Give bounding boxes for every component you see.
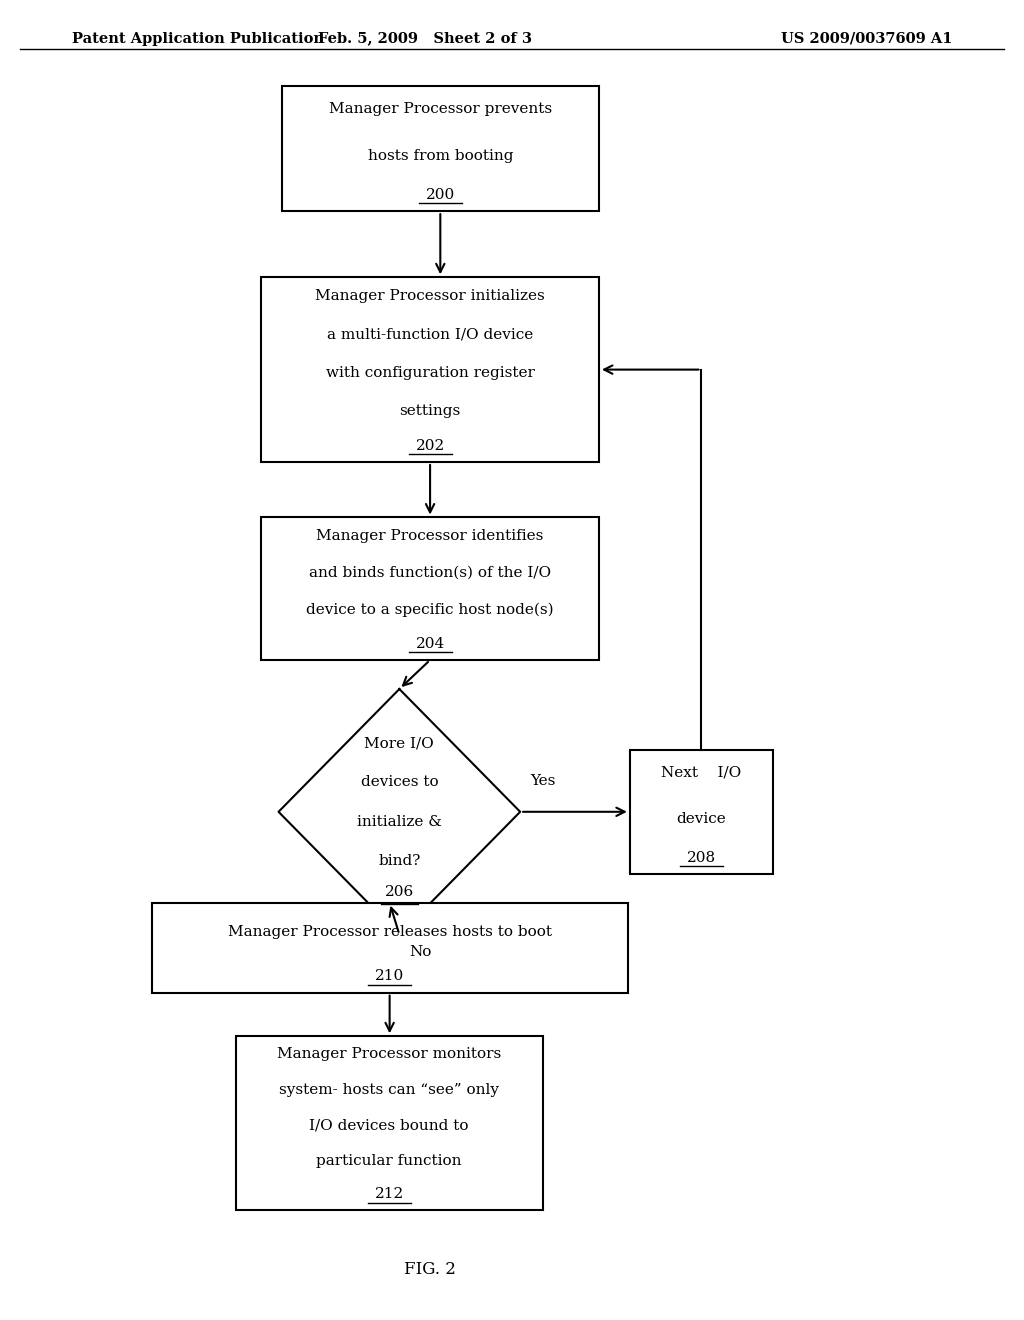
Bar xyxy=(630,750,773,874)
Text: FIG. 2: FIG. 2 xyxy=(404,1262,456,1278)
Bar xyxy=(152,903,628,993)
Text: 202: 202 xyxy=(416,438,444,453)
Text: Yes: Yes xyxy=(530,774,556,788)
Text: device to a specific host node(s): device to a specific host node(s) xyxy=(306,603,554,616)
Text: particular function: particular function xyxy=(316,1154,462,1168)
Text: Manager Processor releases hosts to boot: Manager Processor releases hosts to boot xyxy=(227,925,552,939)
Text: Manager Processor prevents: Manager Processor prevents xyxy=(329,102,552,116)
Text: More I/O: More I/O xyxy=(365,737,434,750)
Text: Patent Application Publication: Patent Application Publication xyxy=(72,32,324,46)
Text: devices to: devices to xyxy=(360,775,438,789)
Text: US 2009/0037609 A1: US 2009/0037609 A1 xyxy=(781,32,952,46)
Text: with configuration register: with configuration register xyxy=(326,366,535,380)
Text: 212: 212 xyxy=(375,1187,403,1201)
Text: No: No xyxy=(410,945,432,960)
Text: initialize &: initialize & xyxy=(357,814,441,829)
Text: hosts from booting: hosts from booting xyxy=(368,149,513,164)
Text: 210: 210 xyxy=(375,969,404,983)
Text: I/O devices bound to: I/O devices bound to xyxy=(309,1118,469,1133)
Bar xyxy=(236,1036,543,1210)
Text: and binds function(s) of the I/O: and binds function(s) of the I/O xyxy=(309,566,551,579)
Bar xyxy=(261,517,599,660)
Text: Feb. 5, 2009   Sheet 2 of 3: Feb. 5, 2009 Sheet 2 of 3 xyxy=(318,32,531,46)
Bar xyxy=(261,277,599,462)
Text: settings: settings xyxy=(399,404,461,418)
Text: Manager Processor initializes: Manager Processor initializes xyxy=(315,289,545,304)
Text: Next    I/O: Next I/O xyxy=(662,766,741,780)
Text: a multi-function I/O device: a multi-function I/O device xyxy=(327,327,534,342)
Bar xyxy=(282,86,599,211)
Text: 204: 204 xyxy=(416,636,444,651)
Text: 206: 206 xyxy=(385,886,414,899)
Polygon shape xyxy=(279,689,520,935)
Text: 208: 208 xyxy=(687,850,716,865)
Text: 200: 200 xyxy=(426,187,455,202)
Text: device: device xyxy=(677,812,726,826)
Text: system- hosts can “see” only: system- hosts can “see” only xyxy=(280,1082,499,1097)
Text: Manager Processor identifies: Manager Processor identifies xyxy=(316,529,544,543)
Text: bind?: bind? xyxy=(378,854,421,869)
Text: Manager Processor monitors: Manager Processor monitors xyxy=(278,1047,501,1061)
